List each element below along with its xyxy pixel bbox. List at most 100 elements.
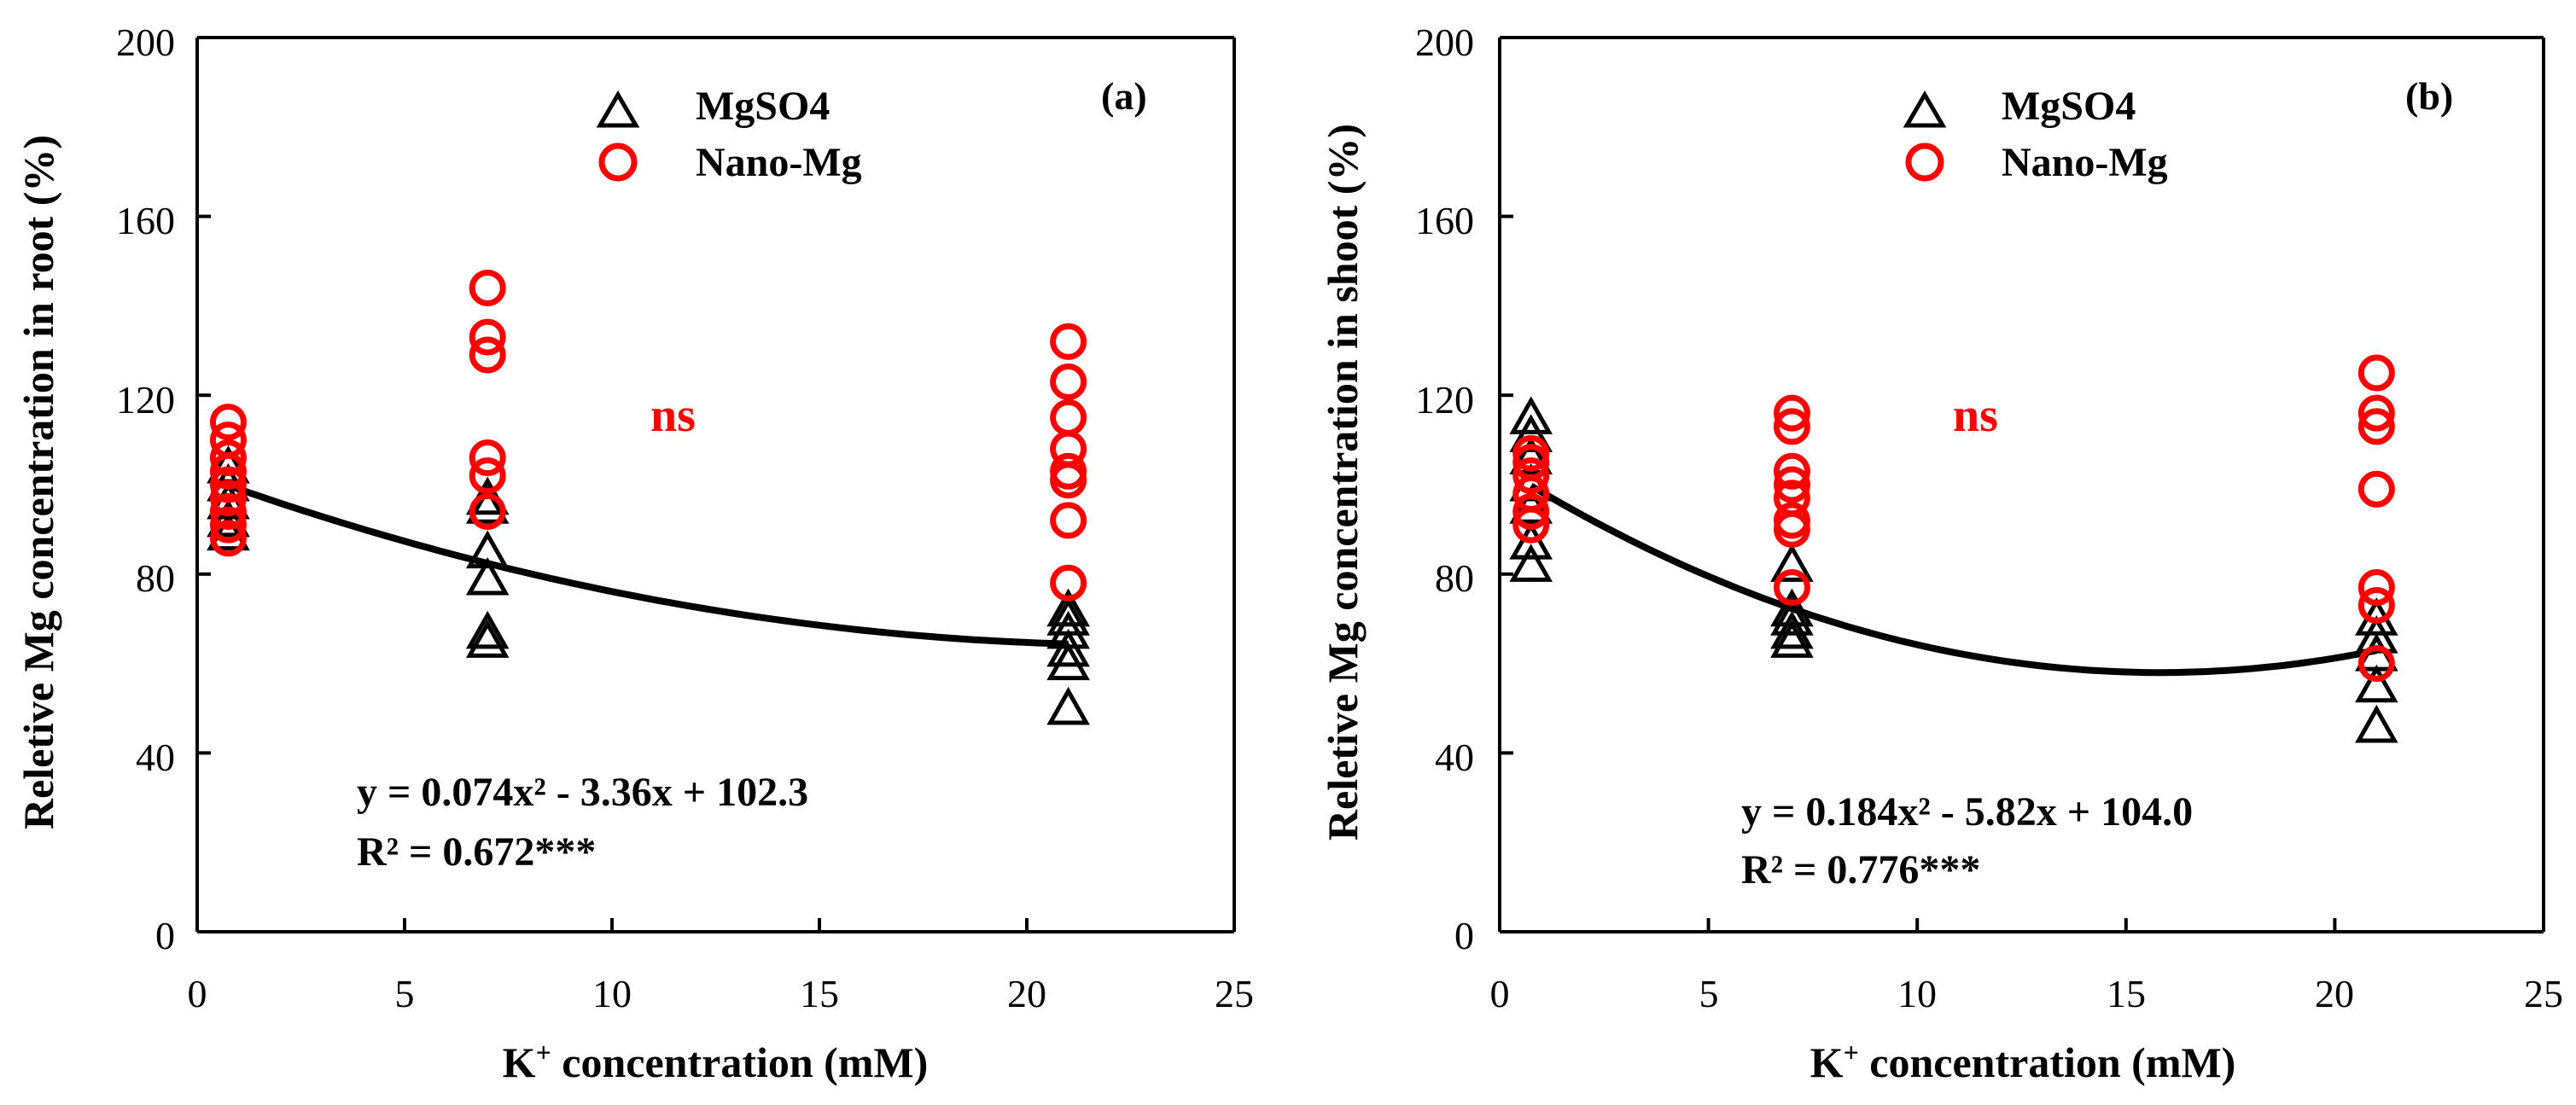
nano-mg-point xyxy=(2357,470,2395,508)
mgso4-point xyxy=(1509,521,1553,560)
x-tick-label: 10 xyxy=(1897,972,1937,1015)
mgso4-point xyxy=(1770,588,1814,627)
mgso4-point xyxy=(1046,588,1090,627)
ns-annotation: ns xyxy=(650,389,696,442)
x-tick-label: 5 xyxy=(395,972,415,1015)
mgso4-point xyxy=(2355,664,2398,703)
nano-mg-point xyxy=(469,269,506,306)
legend-label-mgso4: MgSO4 xyxy=(696,84,830,129)
fit-curve xyxy=(227,482,1069,648)
nano-mg-point xyxy=(469,318,506,356)
nano-mg-point xyxy=(1773,466,1810,503)
legend-label-nano-mg: Nano-Mg xyxy=(696,140,862,185)
mgso4-point xyxy=(465,530,510,569)
mgso4-point xyxy=(1046,597,1090,636)
y-tick-label: 80 xyxy=(1435,556,1474,600)
nano-mg-point xyxy=(2357,586,2395,624)
legend-circle-marker xyxy=(1905,142,1944,182)
nano-mg-points xyxy=(209,269,1087,602)
x-axis-title: K+ concentration (mM) xyxy=(503,1037,929,1086)
mgso4-point xyxy=(1046,686,1090,725)
regression-equation: y = 0.184x² - 5.82x + 104.0 xyxy=(1741,789,2193,835)
y-tick-label: 40 xyxy=(1435,736,1474,779)
mgso4-point xyxy=(1509,544,1553,582)
nano-mg-point xyxy=(1050,323,1087,360)
y-tick-label: 80 xyxy=(136,556,175,600)
x-tick-label: 15 xyxy=(800,972,839,1015)
nano-mg-point xyxy=(469,492,506,530)
mgso4-point xyxy=(1046,642,1090,681)
nano-mg-point xyxy=(2357,569,2395,607)
mgso4-point xyxy=(2355,704,2398,743)
y-tick-label: 200 xyxy=(116,20,175,64)
nano-mg-point xyxy=(209,404,247,441)
y-tick-label: 0 xyxy=(1454,914,1474,957)
nano-mg-point xyxy=(2357,394,2395,432)
nano-mg-point xyxy=(2357,645,2395,683)
y-axis-title: Reletive Mg concentration in shoot (%) xyxy=(1319,124,1367,840)
nano-mg-point xyxy=(469,457,506,495)
mgso4-point xyxy=(465,619,510,658)
mgso4-point xyxy=(1046,610,1090,649)
mgso4-point xyxy=(465,610,510,649)
nano-mg-point xyxy=(2357,354,2395,392)
nano-mg-point xyxy=(469,439,506,477)
nano-mg-point xyxy=(1773,394,1810,432)
y-tick-label: 200 xyxy=(1415,20,1474,64)
y-tick-label: 0 xyxy=(155,914,175,957)
y-tick-label: 160 xyxy=(116,199,175,242)
nano-mg-point xyxy=(209,422,247,459)
r-squared: R² = 0.672*** xyxy=(357,829,596,875)
legend-triangle-marker xyxy=(596,90,640,128)
y-tick-label: 120 xyxy=(116,378,175,422)
legend-label-nano-mg: Nano-Mg xyxy=(2002,140,2168,185)
mgso4-point xyxy=(1770,597,1814,636)
nano-mg-point xyxy=(469,336,506,374)
panel-b: 0 40 80 120 160 200 0 5 10 15 20 25 K+ c… xyxy=(1319,20,2563,1086)
x-axis-title: K+ concentration (mM) xyxy=(1810,1037,2236,1086)
nano-mg-point xyxy=(1773,480,1810,517)
nano-mg-point xyxy=(209,520,247,557)
nano-mg-point xyxy=(1512,492,1550,530)
mgso4-point xyxy=(1770,610,1814,649)
x-tick-label: 5 xyxy=(1699,972,1719,1015)
nano-mg-point xyxy=(2357,408,2395,445)
nano-mg-point xyxy=(1050,398,1087,436)
regression-equation: y = 0.074x² - 3.36x + 102.3 xyxy=(357,770,808,815)
nano-mg-point xyxy=(209,506,247,544)
mgso4-point xyxy=(1770,544,1814,582)
mgso4-point xyxy=(1509,436,1553,475)
mgso4-point xyxy=(1509,396,1553,434)
nano-mg-points xyxy=(1512,354,2395,683)
r-squared: R² = 0.776*** xyxy=(1741,847,1980,893)
tick-marks xyxy=(1498,36,2545,933)
nano-mg-point xyxy=(1050,502,1087,539)
y-tick-label: 120 xyxy=(1415,378,1474,422)
nano-mg-point xyxy=(209,492,247,530)
nano-mg-point xyxy=(1512,457,1550,495)
mgso4-point xyxy=(465,486,510,524)
nano-mg-point xyxy=(209,439,247,477)
x-tick-label: 20 xyxy=(1007,972,1046,1015)
nano-mg-point xyxy=(1050,452,1087,490)
x-tick-label: 25 xyxy=(1215,972,1254,1015)
nano-mg-point xyxy=(1050,564,1087,602)
nano-mg-point xyxy=(1512,434,1550,472)
fit-curve xyxy=(1529,482,2378,677)
tick-marks xyxy=(195,36,1236,933)
nano-mg-point xyxy=(209,466,247,503)
x-tick-label: 0 xyxy=(1490,972,1510,1015)
mgso4-point xyxy=(465,556,510,596)
nano-mg-point xyxy=(1773,502,1810,539)
mgso4-points xyxy=(207,445,1090,725)
x-tick-label: 20 xyxy=(2315,972,2354,1015)
legend-circle-marker xyxy=(598,142,638,182)
y-tick-label: 160 xyxy=(1415,199,1474,242)
panel-a: 0 40 80 120 160 200 0 5 10 15 20 25 K+ c… xyxy=(15,20,1254,1086)
nano-mg-point xyxy=(1773,452,1810,490)
nano-mg-point xyxy=(1773,408,1810,445)
ns-annotation: ns xyxy=(1953,389,1998,442)
nano-mg-point xyxy=(209,480,247,517)
